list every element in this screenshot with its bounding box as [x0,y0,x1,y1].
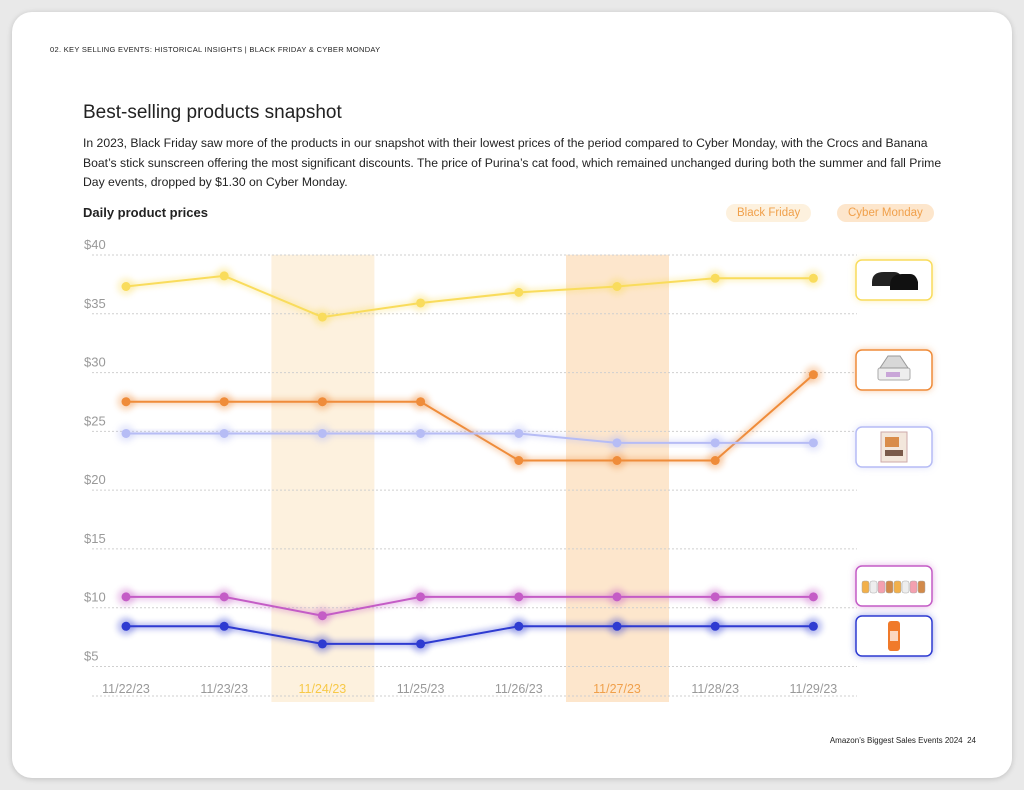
x-tick-label: 11/25/23 [397,682,445,696]
y-tick-label: $35 [84,296,106,311]
data-point [710,273,720,283]
data-point [317,397,327,407]
sunscreen-bottle-image [888,621,900,651]
y-tick-label: $15 [84,531,106,546]
series-line [125,274,814,319]
data-point [121,282,131,291]
data-point [219,397,229,407]
data-point [219,271,229,281]
legend-cyber-monday: Cyber Monday [837,204,934,222]
footer: Amazon’s Biggest Sales Events 2024 24 [830,736,976,745]
data-point [416,592,426,602]
data-point [416,397,426,407]
data-point [710,621,720,631]
data-point [514,621,524,631]
page-title: Best-selling products snapshot [83,102,342,123]
data-point [121,397,131,407]
legend-black-friday: Black Friday [726,204,812,222]
x-tick-label: 11/22/23 [102,682,150,696]
cat-food-box-image [880,431,908,463]
x-tick-label: 11/23/23 [200,682,248,696]
intro-paragraph: In 2023, Black Friday saw more of the pr… [83,136,942,189]
y-tick-label: $20 [84,472,106,487]
data-point [514,287,524,297]
series-line [126,432,814,444]
data-point [317,611,327,621]
report-page: 02. KEY SELLING EVENTS: HISTORICAL INSIG… [12,12,1012,778]
chart-title: Daily product prices [83,205,208,220]
data-point [808,592,818,602]
series-line [126,595,814,617]
x-tick-label: 11/28/23 [691,682,739,696]
x-tick-label: 11/24/23 [299,682,347,696]
data-point [612,282,622,291]
price-line-chart: $5 $10 $15 $20 $25 $30 $35 $40 11/22/23 11/23/23… [84,237,933,702]
data-point [416,639,426,649]
crocs-clog-image [872,272,918,290]
sunscreen-sticks-image [861,580,926,594]
highlight-band-11-24-23 [271,254,375,702]
data-point [710,592,720,602]
data-point [514,456,524,465]
y-tick-label: $10 [84,590,106,605]
data-point [710,456,720,465]
data-point [514,428,524,438]
data-point [121,621,131,631]
page-number: 24 [967,736,976,745]
data-point [808,438,818,448]
data-point [317,312,327,322]
y-tick-label: $30 [84,355,106,370]
data-point [808,621,818,631]
y-tick-label: $40 [84,237,106,252]
data-point [317,639,327,649]
series-line [126,625,814,645]
data-point [710,438,720,448]
y-tick-label: $5 [84,648,98,663]
data-point [219,621,229,631]
data-point [416,298,426,308]
data-point [612,592,622,602]
data-point [219,428,229,438]
data-point [808,273,818,283]
x-tick-label: 11/29/23 [790,682,838,696]
data-point [808,370,818,380]
x-tick-label: 11/26/23 [495,682,543,696]
footer-label: Amazon’s Biggest Sales Events 2024 [829,736,963,745]
vegetable-chopper-image [877,355,911,381]
data-point [612,621,622,631]
data-point [121,592,131,602]
data-point [219,592,229,602]
section-kicker: 02. KEY SELLING EVENTS: HISTORICAL INSIG… [50,45,381,54]
data-point [416,428,426,438]
y-tick-label: $25 [84,413,106,428]
data-point [121,428,131,438]
data-point [514,592,524,602]
data-point [317,428,327,438]
x-tick-label: 11/27/23 [593,682,641,696]
data-point [612,438,622,448]
data-point [612,456,622,465]
